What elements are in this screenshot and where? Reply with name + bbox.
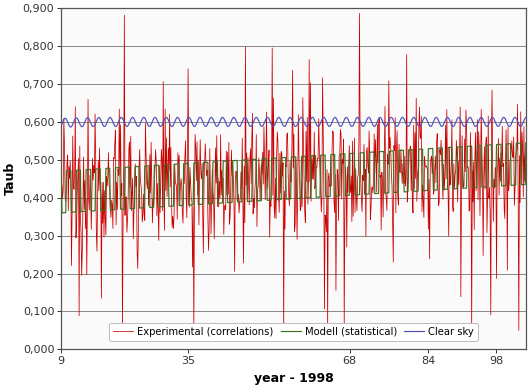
Modell (statistical) xyxy=(58,169,65,173)
Clear sky xyxy=(58,123,65,128)
Experimental (correlations) xyxy=(463,108,469,112)
Experimental (correlations) xyxy=(191,328,197,333)
Experimental (correlations) xyxy=(257,198,263,203)
Clear sky xyxy=(440,123,446,128)
Experimental (correlations) xyxy=(248,146,254,151)
Experimental (correlations) xyxy=(356,11,363,16)
Modell (statistical) xyxy=(439,145,446,150)
Clear sky xyxy=(258,123,264,128)
Experimental (correlations) xyxy=(410,210,416,215)
X-axis label: year - 1998: year - 1998 xyxy=(254,372,333,385)
Experimental (correlations) xyxy=(138,189,145,194)
Modell (statistical) xyxy=(409,147,416,152)
Modell (statistical) xyxy=(523,140,529,145)
Experimental (correlations) xyxy=(440,197,446,202)
Clear sky xyxy=(253,115,260,120)
Modell (statistical) xyxy=(139,205,145,210)
Clear sky xyxy=(523,115,529,120)
Line: Clear sky: Clear sky xyxy=(61,117,526,127)
Legend: Experimental (correlations), Modell (statistical), Clear sky: Experimental (correlations), Modell (sta… xyxy=(109,323,478,341)
Modell (statistical) xyxy=(248,199,254,203)
Clear sky xyxy=(410,116,416,120)
Clear sky xyxy=(248,124,254,129)
Clear sky xyxy=(68,125,74,130)
Modell (statistical) xyxy=(257,198,263,203)
Modell (statistical) xyxy=(59,210,65,215)
Line: Modell (statistical): Modell (statistical) xyxy=(61,143,526,213)
Line: Experimental (correlations): Experimental (correlations) xyxy=(61,13,526,330)
Clear sky xyxy=(139,117,145,121)
Experimental (correlations) xyxy=(523,181,529,186)
Experimental (correlations) xyxy=(58,213,65,217)
Modell (statistical) xyxy=(462,186,469,191)
Y-axis label: Taub: Taub xyxy=(4,162,17,195)
Clear sky xyxy=(463,123,469,127)
